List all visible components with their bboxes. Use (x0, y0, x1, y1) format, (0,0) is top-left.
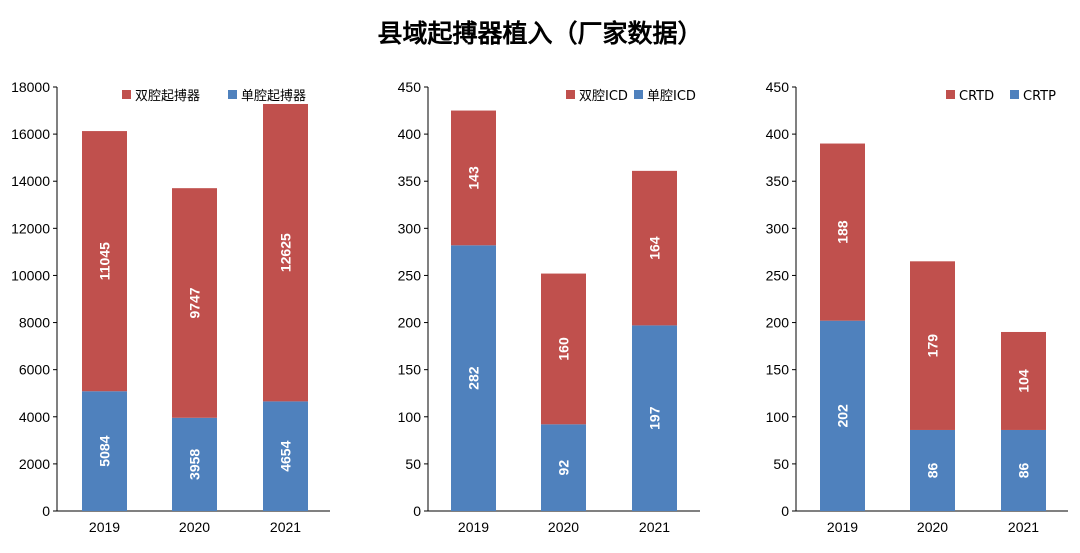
x-tick-label: 2019 (458, 519, 489, 535)
y-tick-label: 450 (398, 79, 422, 95)
bar-segment (263, 401, 308, 511)
legend-swatch (946, 90, 955, 99)
x-tick-label: 2021 (639, 519, 670, 535)
y-tick-label: 300 (398, 220, 422, 236)
legend-label: 双腔起搏器 (135, 88, 200, 104)
y-tick-label: 250 (766, 267, 790, 283)
legend-label: 单腔ICD (647, 89, 696, 104)
data-label: 9747 (187, 287, 203, 318)
legend-swatch (634, 90, 643, 99)
data-label: 197 (647, 406, 663, 430)
y-tick-label: 6000 (19, 362, 50, 378)
bar-segment (820, 320, 865, 511)
data-label: 202 (835, 404, 851, 428)
data-label: 5084 (97, 435, 113, 466)
y-tick-label: 50 (405, 456, 421, 472)
y-tick-label: 100 (766, 409, 790, 425)
bar-segment (632, 170, 677, 326)
y-tick-label: 450 (766, 79, 790, 95)
bar-segment (172, 188, 217, 418)
chart-title: 县域起搏器植入（厂家数据） (377, 19, 703, 48)
bar-segment (541, 424, 586, 511)
bar-segment (82, 131, 127, 392)
y-tick-label: 150 (766, 362, 790, 378)
legend-swatch (566, 90, 575, 99)
y-tick-label: 350 (398, 173, 422, 189)
bar-segment (1001, 429, 1046, 511)
bar-segment (263, 103, 308, 402)
x-tick-label: 2020 (917, 519, 948, 535)
bar-segment (541, 273, 586, 425)
y-tick-label: 0 (781, 503, 789, 519)
data-label: 92 (556, 460, 572, 476)
data-label: 86 (925, 462, 941, 478)
y-tick-label: 2000 (19, 456, 50, 472)
y-tick-label: 8000 (19, 315, 50, 331)
y-tick-label: 100 (398, 409, 422, 425)
bar-segment (1001, 331, 1046, 430)
data-label: 282 (466, 366, 482, 390)
x-tick-label: 2019 (827, 519, 858, 535)
y-tick-label: 200 (398, 315, 422, 331)
data-label: 86 (1016, 462, 1032, 478)
y-tick-label: 250 (398, 267, 422, 283)
bar-segment (632, 325, 677, 511)
y-tick-label: 0 (42, 503, 50, 519)
y-tick-label: 50 (773, 456, 789, 472)
y-tick-label: 400 (766, 126, 790, 142)
legend-label: CRTP (1023, 89, 1056, 104)
data-label: 104 (1016, 369, 1032, 393)
data-label: 12625 (278, 233, 294, 272)
y-tick-label: 16000 (11, 126, 50, 142)
data-label: 11045 (97, 242, 113, 280)
x-tick-label: 2020 (179, 519, 210, 535)
y-tick-label: 4000 (19, 409, 50, 425)
y-tick-label: 400 (398, 126, 422, 142)
legend-swatch (1010, 90, 1019, 99)
legend-swatch (122, 90, 131, 99)
y-tick-label: 200 (766, 315, 790, 331)
x-tick-label: 2020 (548, 519, 579, 535)
data-label: 164 (647, 236, 663, 260)
bar-segment (910, 429, 955, 511)
data-label: 3958 (187, 449, 203, 480)
legend-swatch (228, 90, 237, 99)
data-label: 188 (835, 220, 851, 244)
legend-label: CRTD (959, 89, 994, 104)
data-label: 179 (925, 334, 941, 358)
bar-segment (820, 143, 865, 321)
legend-label: 双腔ICD (579, 89, 628, 104)
y-tick-label: 150 (398, 362, 422, 378)
bar-segment (82, 391, 127, 511)
y-tick-label: 0 (413, 503, 421, 519)
y-tick-label: 12000 (11, 220, 50, 236)
y-tick-label: 18000 (11, 79, 50, 95)
x-tick-label: 2019 (89, 519, 120, 535)
legend-label: 单腔起搏器 (241, 88, 306, 104)
data-label: 143 (466, 166, 482, 190)
x-tick-label: 2021 (270, 519, 301, 535)
y-tick-label: 14000 (11, 173, 50, 189)
bar-segment (451, 110, 496, 246)
y-tick-label: 300 (766, 220, 790, 236)
x-tick-label: 2021 (1008, 519, 1039, 535)
data-label: 160 (556, 337, 572, 361)
bar-segment (910, 261, 955, 430)
y-tick-label: 10000 (11, 267, 50, 283)
bar-segment (451, 245, 496, 511)
bar-segment (172, 417, 217, 511)
y-tick-label: 350 (766, 173, 790, 189)
data-label: 4654 (278, 440, 294, 471)
